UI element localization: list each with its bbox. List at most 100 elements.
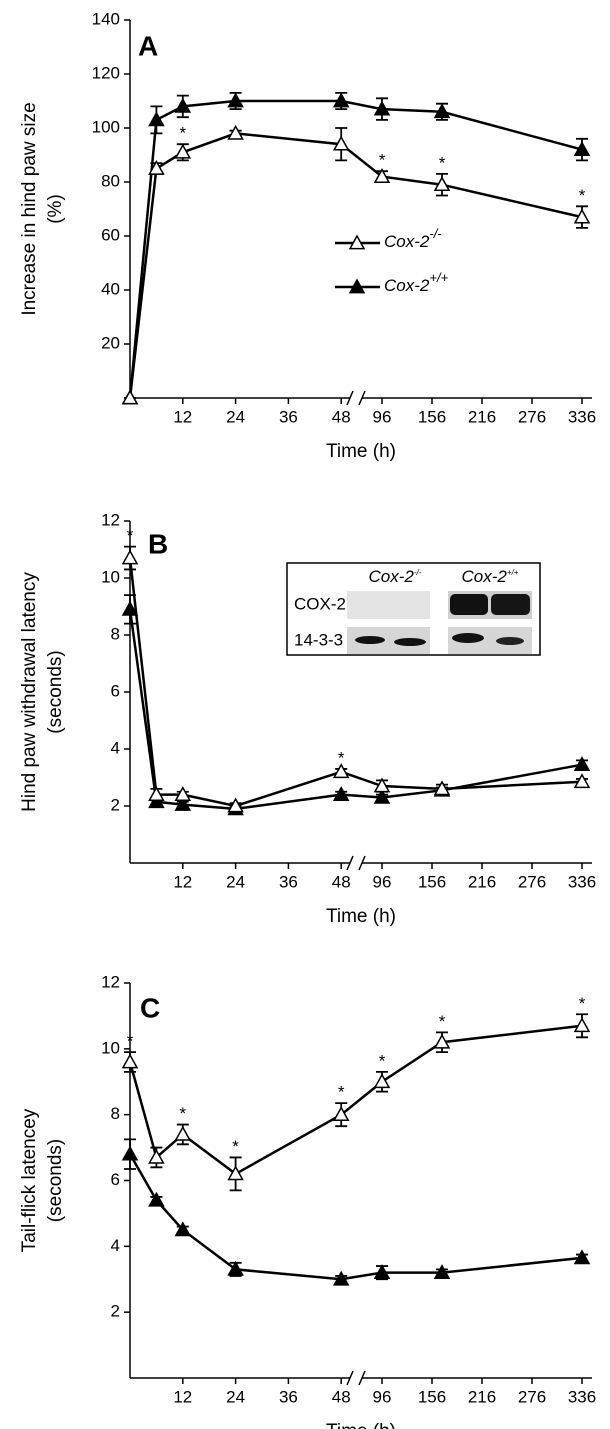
data-point	[121, 600, 139, 616]
y-tick-label: 12	[101, 972, 120, 991]
x-tick-label: 216	[468, 1387, 496, 1406]
label-name: Cox-2	[384, 276, 430, 295]
data-point	[227, 1260, 244, 1276]
inset-column-label: Cox-2+/+	[462, 567, 519, 586]
blot-band	[452, 633, 484, 643]
data-point	[148, 1148, 165, 1164]
y-tick-label: 4	[111, 1236, 120, 1255]
blot-band	[496, 637, 524, 645]
x-tick-label: 12	[173, 872, 192, 891]
significance-mark: *	[338, 1083, 345, 1102]
x-tick-label: 36	[279, 872, 298, 891]
x-tick-label: 276	[518, 872, 546, 891]
x-tick-label: 24	[226, 872, 245, 891]
significance-mark: *	[232, 1137, 239, 1156]
y-tick-label: 2	[111, 1302, 120, 1321]
x-axis-title: Time (h)	[326, 906, 396, 927]
y-tick-label: 10	[101, 1038, 120, 1057]
series-line	[128, 132, 583, 399]
data-point	[332, 92, 350, 108]
y-tick-label: 120	[92, 63, 120, 82]
data-point	[433, 780, 451, 796]
significance-mark: *	[127, 526, 134, 545]
data-point	[174, 1221, 192, 1237]
x-tick-label: 336	[568, 407, 596, 426]
x-tick-label: 12	[173, 407, 192, 426]
y-tick-label: 8	[111, 624, 120, 643]
data-point	[373, 1264, 391, 1280]
label-name: Cox-2	[462, 567, 508, 586]
data-point	[121, 549, 139, 565]
data-point	[373, 168, 391, 183]
data-point	[373, 1073, 391, 1089]
significance-mark: *	[579, 186, 586, 205]
x-tick-label: 24	[226, 1387, 245, 1406]
axis-break	[358, 855, 366, 871]
blot-band	[450, 594, 488, 615]
significance-mark: *	[439, 153, 446, 172]
data-point	[332, 786, 350, 801]
data-point	[433, 103, 451, 119]
axis-break	[346, 855, 354, 871]
x-tick-label: 36	[279, 407, 298, 426]
x-tick-label: 36	[279, 1387, 298, 1406]
y-axis-title: (%)	[45, 194, 66, 224]
y-tick-label: 40	[101, 279, 120, 298]
axis-break	[346, 390, 354, 406]
y-tick-label: 4	[111, 738, 120, 757]
label-superscript: -/-	[414, 568, 422, 577]
x-tick-label: 156	[418, 407, 446, 426]
label-name: Cox-2	[369, 567, 415, 586]
data-point	[573, 773, 591, 789]
x-tick-label: 336	[568, 872, 596, 891]
blot	[347, 591, 430, 619]
series-line	[128, 1153, 583, 1281]
x-tick-label: 12	[173, 1387, 192, 1406]
data-point	[148, 1191, 165, 1207]
data-point	[332, 1106, 350, 1122]
data-point	[573, 1249, 591, 1265]
data-point	[227, 797, 244, 813]
axis-break	[358, 1370, 366, 1386]
significance-mark: *	[179, 124, 186, 143]
series-line	[128, 99, 583, 399]
significance-mark: *	[379, 151, 386, 170]
y-tick-label: 6	[111, 1170, 120, 1189]
data-point	[433, 176, 451, 192]
x-tick-label: 156	[418, 872, 446, 891]
panel-label: B	[148, 528, 168, 559]
significance-mark: *	[379, 1051, 386, 1070]
x-axis-title: Time (h)	[326, 441, 396, 462]
data-point	[373, 788, 391, 804]
x-axis-title: Time (h)	[326, 1421, 396, 1429]
data-point	[174, 1125, 192, 1141]
data-point	[174, 786, 192, 801]
label-superscript: +/+	[507, 568, 519, 577]
data-point	[174, 97, 192, 113]
data-point	[174, 796, 192, 811]
y-tick-label: 10	[101, 567, 120, 586]
data-point	[148, 159, 165, 175]
data-point	[433, 1264, 451, 1280]
x-tick-label: 216	[468, 407, 496, 426]
y-tick-label: 8	[111, 1104, 120, 1123]
data-point	[227, 92, 244, 108]
significance-mark: *	[338, 748, 345, 767]
panel-label: C	[140, 992, 160, 1023]
legend-label: Cox-2-/-	[384, 226, 442, 251]
y-tick-label: 20	[101, 333, 120, 352]
y-tick-label: 12	[101, 510, 120, 529]
y-axis-title: (seconds)	[45, 1139, 66, 1222]
x-tick-label: 216	[468, 872, 496, 891]
data-point	[174, 143, 192, 159]
data-point	[332, 763, 350, 779]
x-tick-label: 336	[568, 1387, 596, 1406]
series-line	[128, 1024, 583, 1176]
y-axis-title: (seconds)	[45, 650, 66, 733]
legend-marker	[348, 278, 366, 294]
significance-mark: *	[579, 994, 586, 1013]
data-point	[227, 124, 244, 140]
legend-marker	[348, 234, 366, 250]
